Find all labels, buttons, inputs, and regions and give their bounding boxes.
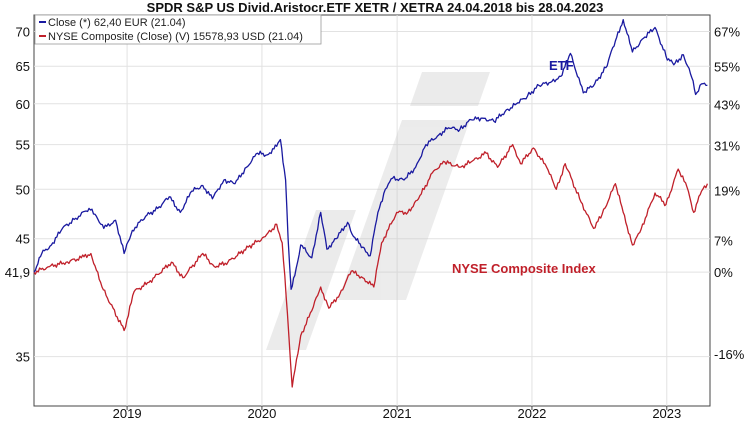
y-tick-left: 55: [16, 138, 30, 153]
chart-title: SPDR S&P US Divid.Aristocr.ETF XETR / XE…: [147, 0, 604, 15]
annotation-etf: ETF: [549, 58, 574, 73]
series-line-nyse: [33, 143, 709, 388]
y-tick-left: 41,9: [5, 265, 30, 280]
x-tick: 2021: [383, 406, 412, 421]
grid: [34, 15, 710, 406]
y-tick-left: 60: [16, 97, 30, 112]
y-tick-right: 0%: [714, 265, 733, 280]
legend-box: [34, 14, 322, 45]
y-tick-right: 43%: [714, 97, 740, 112]
series-layer: [33, 18, 709, 388]
y-tick-right: -16%: [714, 347, 745, 362]
x-tick: 2020: [247, 406, 276, 421]
legend-label-etf: Close (*) 62,40 EUR (21.04): [48, 17, 186, 29]
annotation-nyse: NYSE Composite Index: [452, 261, 597, 276]
right-axis: 67% 55% 43% 31% 19% 7% 0% -16%: [714, 25, 745, 362]
y-tick-left: 35: [16, 350, 30, 365]
x-tick: 2023: [652, 406, 681, 421]
y-tick-left: 45: [16, 232, 30, 247]
y-tick-left: 65: [16, 59, 30, 74]
series-line-etf: [33, 18, 708, 290]
x-tick: 2022: [517, 406, 546, 421]
y-tick-right: 19%: [714, 184, 740, 199]
y-tick-right: 55%: [714, 60, 740, 75]
y-tick-left: 50: [16, 182, 30, 197]
y-tick-left: 70: [16, 24, 30, 39]
x-axis: 2019 2020 2021 2022 2023: [113, 406, 681, 421]
y-tick-right: 31%: [714, 139, 740, 154]
y-tick-right: 7%: [714, 233, 733, 248]
legend-label-nyse: NYSE Composite (Close) (V) 15578,93 USD …: [48, 31, 303, 43]
left-axis: 70 65 60 55 50 45 41,9 35: [5, 24, 30, 364]
legend: Close (*) 62,40 EUR (21.04) NYSE Composi…: [34, 14, 322, 45]
x-tick: 2019: [113, 406, 142, 421]
y-tick-right: 67%: [714, 25, 740, 40]
